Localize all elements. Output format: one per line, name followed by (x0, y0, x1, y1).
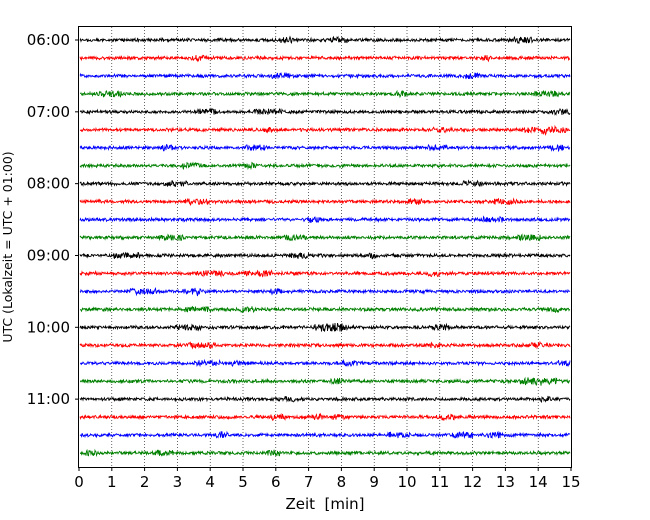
x-tick-label: 7 (304, 473, 314, 491)
trace-0600 (79, 35, 571, 45)
trace-1130 (79, 430, 571, 440)
trace-0645 (79, 89, 571, 99)
x-tick-label: 9 (369, 473, 379, 491)
x-tick-label: 14 (529, 473, 548, 491)
y-axis: 06:00 07:00 08:00 09:00 10:00 11:00 (27, 31, 79, 408)
trace-0815 (79, 197, 571, 207)
x-tick-label: 0 (74, 473, 84, 491)
y-tick-label: 07:00 (27, 103, 70, 121)
x-axis-label: Zeit [min] (285, 495, 364, 513)
traces (79, 35, 571, 458)
x-tick-label: 6 (271, 473, 281, 491)
x-axis: 0 1 2 3 4 5 6 7 8 9 10 11 12 13 14 15 (74, 467, 581, 491)
x-tick-label: 15 (561, 473, 580, 491)
trace-0830 (79, 215, 571, 223)
x-tick-label: 5 (238, 473, 248, 491)
trace-0845 (79, 233, 571, 242)
y-tick-label: 11:00 (27, 390, 70, 408)
x-tick-label: 12 (463, 473, 482, 491)
trace-0700 (79, 107, 571, 116)
trace-1115 (79, 412, 571, 422)
trace-1145 (79, 448, 571, 458)
trace-0715 (79, 124, 571, 136)
x-tick-label: 3 (173, 473, 183, 491)
x-tick-label: 2 (140, 473, 150, 491)
trace-1045 (79, 376, 571, 386)
trace-0945 (79, 305, 571, 314)
grid (111, 27, 539, 467)
x-tick-label: 8 (337, 473, 347, 491)
y-tick-label: 09:00 (27, 246, 70, 264)
trace-0900 (79, 251, 571, 260)
x-tick-label: 13 (496, 473, 515, 491)
x-tick-label: 1 (107, 473, 117, 491)
trace-1030 (79, 358, 571, 368)
trace-0930 (79, 287, 571, 297)
y-axis-label: UTC (Lokalzeit = UTC + 01:00) (0, 151, 15, 342)
trace-0745 (79, 161, 571, 171)
trace-1000 (79, 322, 571, 332)
y-tick-label: 08:00 (27, 175, 70, 193)
trace-0630 (79, 71, 571, 80)
trace-0915 (79, 269, 571, 278)
trace-1100 (79, 395, 571, 404)
x-tick-label: 11 (430, 473, 449, 491)
y-tick-label: 10:00 (27, 318, 70, 336)
trace-0730 (79, 143, 571, 153)
trace-0800 (79, 179, 571, 188)
trace-0615 (79, 54, 571, 63)
trace-1015 (79, 340, 571, 350)
x-tick-label: 4 (205, 473, 215, 491)
x-tick-label: 10 (397, 473, 416, 491)
plot-frame (78, 26, 572, 468)
y-tick-label: 06:00 (27, 31, 70, 49)
